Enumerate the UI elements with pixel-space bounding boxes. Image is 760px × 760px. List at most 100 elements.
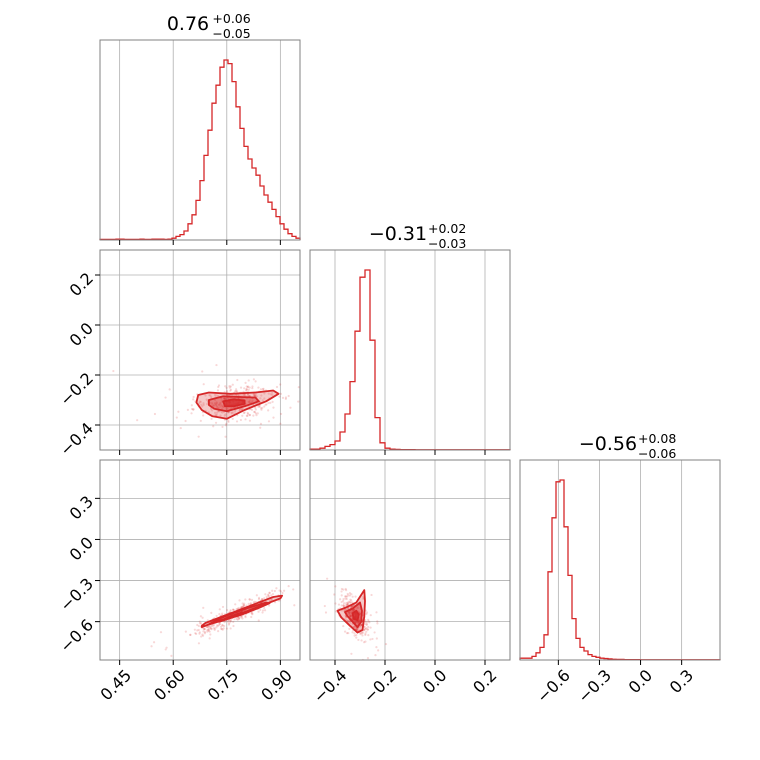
y-tick-label: −0.6 — [56, 615, 97, 656]
sample-point — [349, 598, 352, 601]
sample-point — [240, 408, 243, 411]
x-tick-label: −0.4 — [310, 666, 351, 707]
sample-point — [214, 421, 218, 424]
sample-point — [342, 604, 345, 607]
sample-point — [223, 620, 226, 624]
sample-point — [234, 603, 237, 606]
sample-point — [292, 588, 295, 591]
sample-point — [208, 637, 211, 640]
sample-point — [251, 399, 254, 402]
sample-point — [190, 412, 193, 415]
sample-point — [351, 631, 354, 634]
sample-point — [202, 630, 205, 633]
sample-point — [186, 408, 189, 411]
sample-point — [238, 616, 241, 619]
sample-point — [223, 398, 226, 401]
sample-point — [202, 414, 205, 417]
sample-point — [207, 625, 210, 628]
sample-point — [241, 393, 244, 397]
sample-point — [384, 642, 388, 646]
sample-point — [356, 628, 359, 631]
sample-point — [323, 604, 326, 608]
sample-point — [242, 393, 245, 396]
sample-point — [345, 618, 348, 621]
sample-point — [168, 388, 171, 391]
sample-point — [349, 601, 352, 605]
sample-point — [326, 577, 329, 580]
sample-point — [218, 623, 221, 626]
sample-point — [203, 631, 207, 634]
sample-point — [210, 417, 213, 420]
sample-point — [217, 403, 221, 406]
sample-point — [349, 600, 352, 604]
sample-point — [334, 585, 337, 588]
sample-point — [112, 369, 115, 373]
grid-lines — [100, 460, 300, 660]
sample-point — [311, 566, 313, 568]
sample-point — [214, 402, 217, 405]
sample-point — [263, 392, 266, 395]
sample-point — [255, 414, 258, 417]
sample-point — [219, 414, 222, 417]
sample-point — [367, 620, 370, 623]
sample-point — [243, 411, 246, 414]
panel-title: 0.76 +0.06−0.05 — [167, 11, 251, 41]
sample-point — [232, 624, 235, 628]
sample-point — [204, 394, 207, 397]
sample-point — [219, 402, 222, 405]
sample-point — [244, 614, 247, 618]
sample-point — [271, 393, 274, 397]
sample-point — [242, 604, 245, 607]
sample-point — [228, 386, 231, 389]
sample-point — [215, 614, 218, 618]
sample-point — [228, 384, 231, 388]
sample-point — [221, 404, 224, 408]
sample-point — [356, 607, 359, 610]
sample-point — [238, 617, 241, 620]
sample-point — [348, 613, 351, 616]
sample-point — [202, 383, 205, 386]
sample-point — [164, 648, 167, 651]
sample-point — [222, 397, 226, 400]
sample-point — [175, 416, 178, 419]
sample-point — [259, 407, 263, 410]
sample-point — [165, 646, 168, 649]
sample-point — [349, 614, 352, 618]
sample-point — [342, 609, 345, 612]
sample-point — [278, 589, 281, 592]
sample-point — [348, 611, 352, 614]
sample-point — [234, 394, 237, 397]
sample-point — [348, 615, 352, 618]
sample-point — [261, 388, 264, 391]
sample-point — [254, 408, 257, 411]
sample-point — [221, 411, 224, 414]
sample-point — [231, 411, 235, 414]
sample-point — [271, 593, 275, 596]
sample-point — [210, 611, 213, 614]
title-value: 0.76 — [167, 13, 209, 35]
sample-point — [224, 424, 228, 427]
sample-point — [257, 405, 260, 408]
sample-point — [190, 407, 194, 411]
sample-point — [344, 597, 347, 600]
sample-point — [179, 426, 182, 430]
sample-point — [213, 393, 217, 397]
sample-point — [217, 406, 220, 409]
sample-point — [354, 595, 357, 598]
sample-point — [200, 403, 203, 406]
title-lower-error: −0.05 — [212, 26, 250, 41]
sample-point — [247, 379, 250, 382]
sample-point — [244, 616, 247, 619]
sample-point — [222, 396, 226, 400]
sample-point — [198, 620, 201, 623]
sample-point — [263, 405, 266, 408]
sample-point — [203, 627, 206, 630]
sample-point — [338, 598, 342, 601]
sample-point — [207, 627, 210, 631]
sample-point — [246, 412, 250, 415]
sample-point — [254, 412, 258, 415]
sample-point — [275, 385, 279, 389]
sample-point — [254, 406, 257, 409]
sample-point — [200, 635, 203, 638]
